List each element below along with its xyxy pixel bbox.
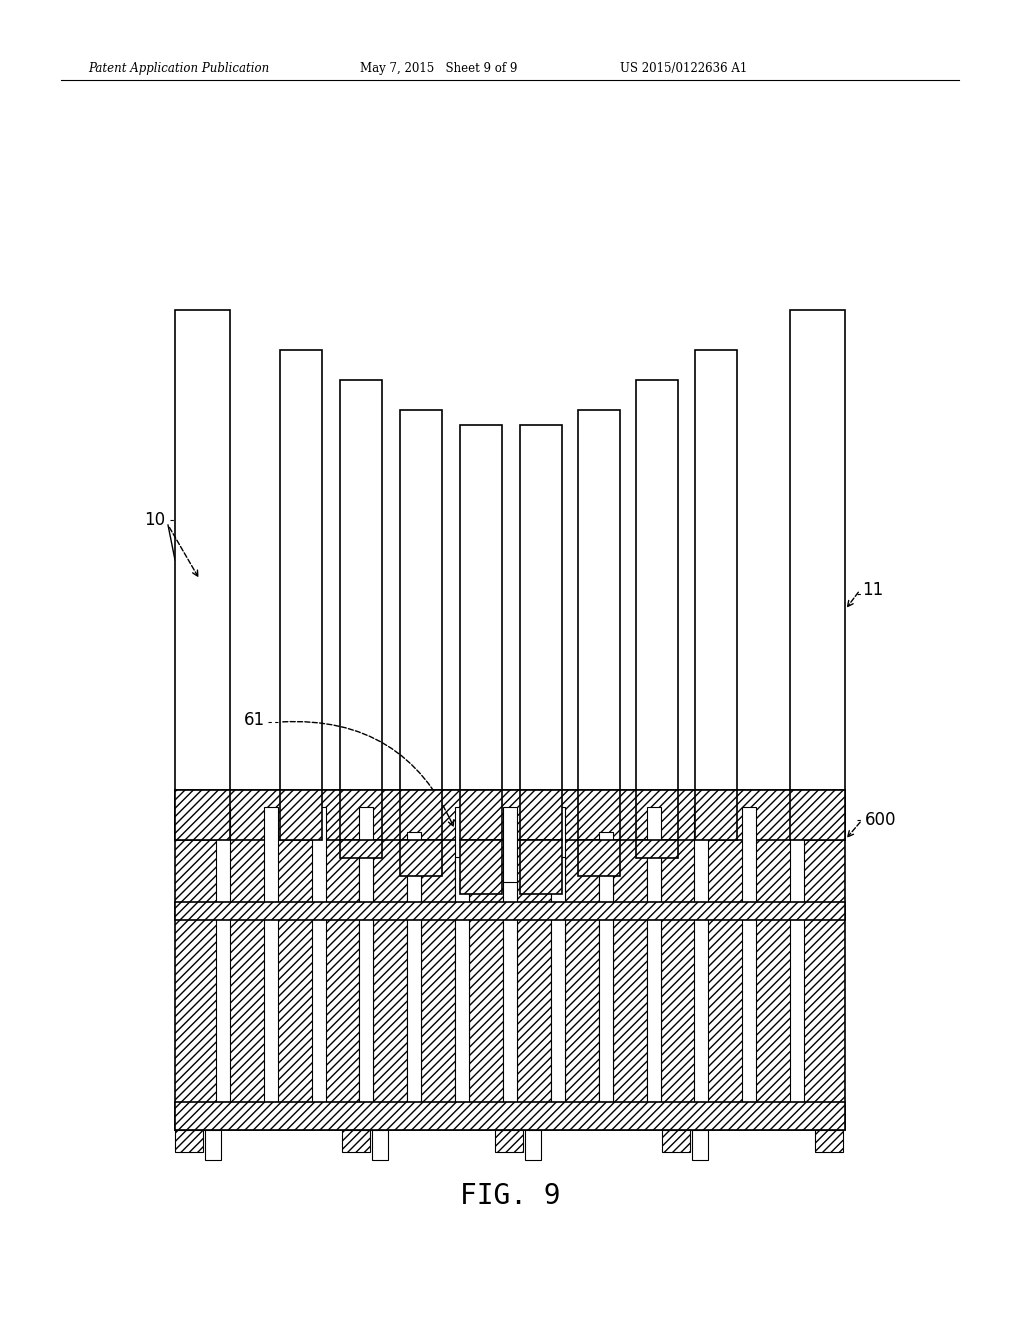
Bar <box>598 832 612 1102</box>
Bar <box>790 310 844 789</box>
Bar <box>598 807 612 1102</box>
Text: FIG. 9: FIG. 9 <box>460 1181 559 1210</box>
Bar <box>454 807 469 1102</box>
Bar <box>578 840 620 876</box>
Bar <box>502 807 517 1102</box>
Bar <box>175 1130 203 1152</box>
Bar <box>636 380 678 789</box>
Bar <box>502 882 517 1102</box>
Text: US 2015/0122636 A1: US 2015/0122636 A1 <box>620 62 747 75</box>
Bar <box>359 807 373 1102</box>
Text: 61: 61 <box>244 711 265 729</box>
Bar <box>578 789 620 840</box>
Bar <box>742 807 755 1102</box>
Bar <box>280 789 322 840</box>
Bar <box>578 411 620 789</box>
Bar <box>460 840 501 894</box>
Bar <box>646 807 660 1102</box>
Bar <box>636 840 678 858</box>
Bar <box>359 807 373 1102</box>
Bar <box>205 1130 221 1160</box>
Bar <box>520 840 561 894</box>
Bar <box>646 807 660 1102</box>
Bar <box>175 789 844 840</box>
Bar <box>694 807 708 1102</box>
Bar <box>311 807 325 1102</box>
Bar <box>661 1130 689 1152</box>
Text: 600: 600 <box>864 810 896 829</box>
Bar <box>175 310 229 789</box>
Bar <box>175 789 844 1130</box>
Bar <box>454 857 469 1102</box>
Bar <box>460 425 501 789</box>
Bar <box>407 832 421 1102</box>
Text: 10: 10 <box>144 511 165 529</box>
Bar <box>460 789 501 840</box>
Bar <box>280 350 322 789</box>
Bar <box>175 789 229 840</box>
Bar <box>216 807 229 1102</box>
Bar <box>520 425 561 789</box>
Bar <box>175 902 844 920</box>
Bar <box>399 411 441 789</box>
Text: 11: 11 <box>861 581 882 599</box>
Bar <box>175 1102 844 1130</box>
Bar <box>550 807 565 1102</box>
Bar <box>814 1130 842 1152</box>
Bar <box>372 1130 387 1160</box>
Text: May 7, 2015   Sheet 9 of 9: May 7, 2015 Sheet 9 of 9 <box>360 62 517 75</box>
Bar <box>339 789 382 840</box>
Bar <box>339 840 382 858</box>
Bar <box>550 857 565 1102</box>
Text: Patent Application Publication: Patent Application Publication <box>88 62 269 75</box>
Bar <box>694 350 737 789</box>
Bar <box>790 807 803 1102</box>
Bar <box>399 789 441 840</box>
Bar <box>790 789 844 840</box>
Bar <box>494 1130 523 1152</box>
Bar <box>525 1130 540 1160</box>
Bar <box>339 380 382 789</box>
Bar <box>520 789 561 840</box>
Bar <box>691 1130 707 1160</box>
Bar <box>636 789 678 840</box>
Bar <box>399 840 441 876</box>
Bar <box>407 807 421 1102</box>
Bar <box>264 807 277 1102</box>
Bar <box>694 789 737 840</box>
Bar <box>341 1130 370 1152</box>
